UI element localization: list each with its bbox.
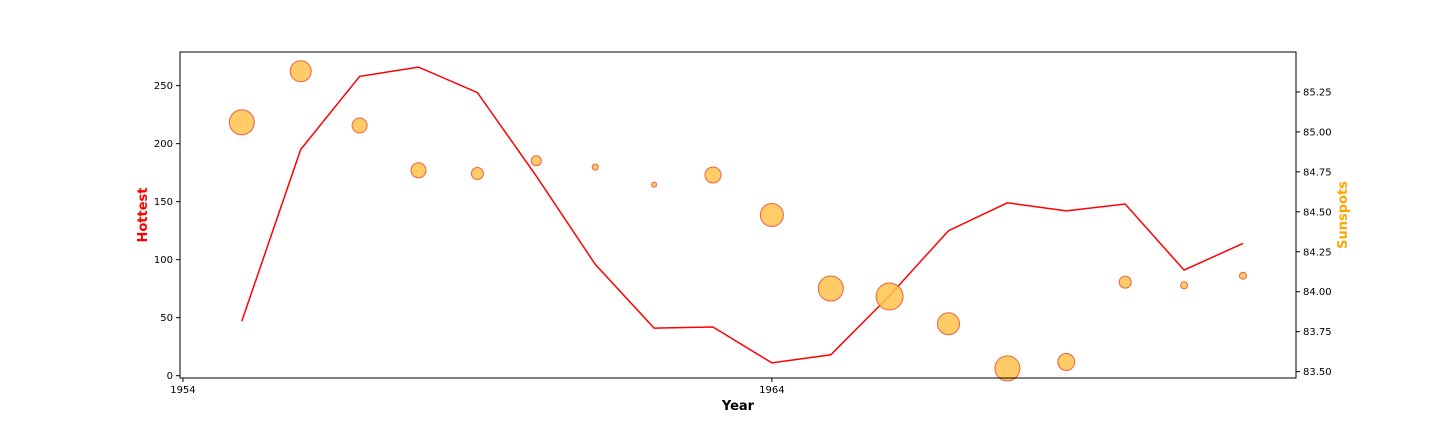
sunspot-point — [1180, 281, 1189, 290]
sunspot-point — [410, 162, 427, 179]
right-y-tick-label: 84.50 — [1303, 207, 1332, 218]
x-tick-label: 1954 — [170, 385, 195, 396]
sunspot-point — [1057, 353, 1076, 371]
left-y-tick-label: 50 — [160, 313, 173, 324]
hottest-line — [241, 66, 1244, 364]
sunspot-point — [289, 60, 312, 83]
sunspot-point — [1239, 271, 1247, 280]
axes-layer: 1954 1964 0 50 100 150 200 250 83.50 83.75 84.00 84… — [154, 81, 1332, 396]
sunspot-point — [530, 155, 542, 167]
sunspot-point — [994, 355, 1021, 382]
x-axis-title: Year — [721, 399, 755, 414]
left-y-tick-label: 100 — [154, 255, 173, 266]
marks-layer — [228, 60, 1247, 382]
sunspot-point — [1118, 275, 1132, 289]
sunspot-point — [875, 282, 904, 311]
sunspot-point — [937, 312, 960, 336]
sunspot-point — [651, 181, 658, 188]
left-y-tick-label: 200 — [154, 139, 173, 150]
right-y-tick-label: 83.75 — [1303, 327, 1332, 338]
right-y-tick-label: 84.00 — [1303, 287, 1332, 298]
x-tick-label: 1964 — [759, 385, 784, 396]
right-y-tick-label: 83.50 — [1303, 367, 1332, 378]
sunspot-point — [704, 166, 722, 184]
right-y-tick-label: 85.25 — [1303, 87, 1332, 98]
right-y-tick-label: 84.25 — [1303, 247, 1332, 258]
right-y-axis-title: Sunspots — [1336, 181, 1351, 249]
left-y-tick-label: 150 — [154, 197, 173, 208]
sunspot-point — [817, 275, 844, 302]
right-y-tick-label: 84.75 — [1303, 167, 1332, 178]
sunspot-point — [351, 117, 368, 134]
sunspot-point — [228, 109, 255, 136]
left-y-axis-title: Hottest — [136, 187, 151, 242]
sunspot-point — [759, 203, 784, 227]
right-y-tick-label: 85.00 — [1303, 127, 1332, 138]
sunspot-point — [470, 167, 484, 180]
sunspot-point — [591, 163, 599, 171]
plot-frame — [179, 51, 1297, 379]
left-y-tick-label: 0 — [167, 371, 173, 382]
left-y-tick-label: 250 — [154, 81, 173, 92]
